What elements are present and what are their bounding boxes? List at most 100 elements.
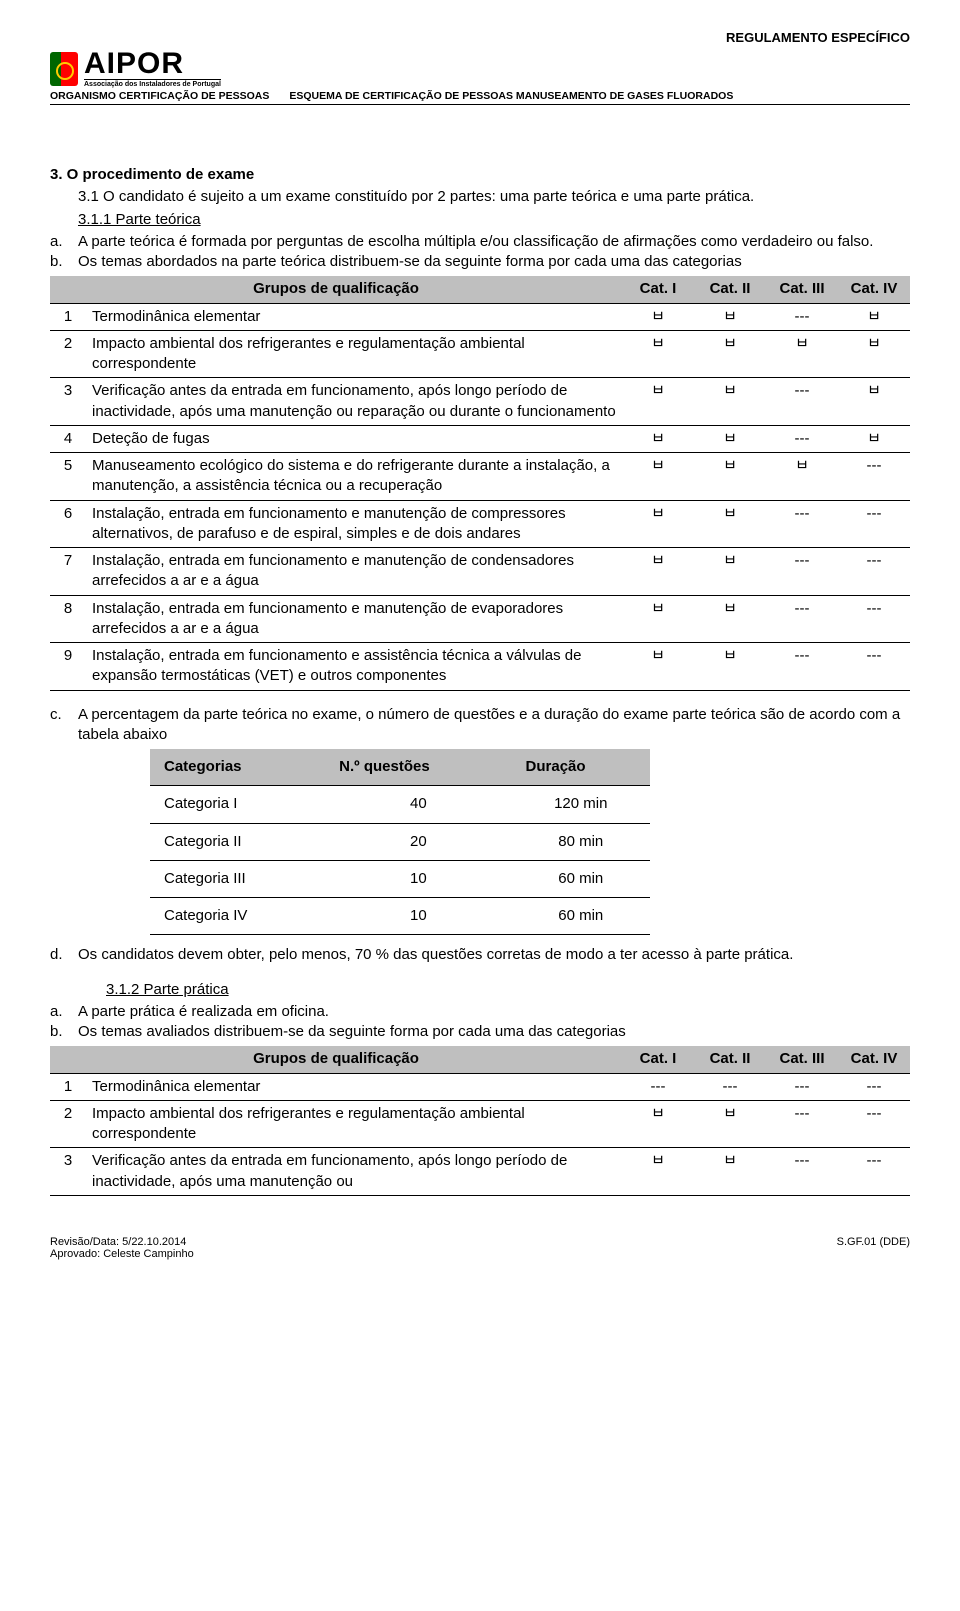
table-row: 3Verificação antes da entrada em funcion… xyxy=(50,378,910,426)
marker-c: c. xyxy=(50,705,78,746)
marker-d: d. xyxy=(50,945,78,965)
row-num: 2 xyxy=(50,330,86,378)
row-num: 8 xyxy=(50,595,86,643)
table-row: 3Verificação antes da entrada em funcion… xyxy=(50,1148,910,1196)
table-row: 6Instalação, entrada em funcionamento e … xyxy=(50,500,910,548)
footer-right: S.GF.01 (DDE) xyxy=(837,1236,910,1260)
row-mark: ㅂ xyxy=(622,1148,694,1196)
table-row: 5Manuseamento ecológico do sistema e do … xyxy=(50,453,910,501)
row-mark: ㅂ xyxy=(622,500,694,548)
cat-name: Categoria IV xyxy=(150,898,325,935)
row-mark: ㅂ xyxy=(694,1100,766,1148)
row-mark: --- xyxy=(694,1073,766,1100)
row-mark: --- xyxy=(838,1148,910,1196)
header-sub-left: ORGANISMO CERTIFICAÇÃO DE PESSOAS xyxy=(50,90,269,102)
row-mark: ㅂ xyxy=(622,330,694,378)
table-row: 1Termodinânica elementar------------ xyxy=(50,1073,910,1100)
t1-head-c4: Cat. IV xyxy=(838,276,910,303)
table-row: 2Impacto ambiental dos refrigerantes e r… xyxy=(50,1100,910,1148)
t3-head-c4: Cat. IV xyxy=(838,1046,910,1073)
row-mark: --- xyxy=(838,595,910,643)
row-mark: --- xyxy=(766,595,838,643)
header-top-right: REGULAMENTO ESPECÍFICO xyxy=(50,30,910,45)
t1-head-c3: Cat. III xyxy=(766,276,838,303)
cat-duration: 60 min xyxy=(512,860,650,897)
row-mark: --- xyxy=(838,500,910,548)
table-row: Categoria II2080 min xyxy=(150,823,650,860)
p-3-1-2-label: 3.1.2 Parte prática xyxy=(50,980,910,1000)
marker-b: b. xyxy=(50,252,78,272)
p-3-1: 3.1 O candidato é sujeito a um exame con… xyxy=(50,187,910,207)
table-row: Categoria I40120 min xyxy=(150,786,650,823)
footer-left-2: Aprovado: Celeste Campinho xyxy=(50,1248,194,1260)
row-mark: ㅂ xyxy=(694,500,766,548)
table-row: 9Instalação, entrada em funcionamento e … xyxy=(50,643,910,691)
cat-questions: 20 xyxy=(325,823,511,860)
t2-h3: Duração xyxy=(512,749,650,786)
row-mark: --- xyxy=(766,1148,838,1196)
cat-name: Categoria II xyxy=(150,823,325,860)
row-mark: ㅂ xyxy=(694,378,766,426)
t3-head-c2: Cat. II xyxy=(694,1046,766,1073)
footer-left: Revisão/Data: 5/22.10.2014 Aprovado: Cel… xyxy=(50,1236,194,1260)
page: REGULAMENTO ESPECÍFICO AIPOR Associação … xyxy=(0,0,960,1280)
row-mark: --- xyxy=(838,643,910,691)
row-mark: --- xyxy=(622,1073,694,1100)
text-b: Os temas abordados na parte teórica dist… xyxy=(78,252,910,272)
cat-duration: 80 min xyxy=(512,823,650,860)
item-d: d. Os candidatos devem obter, pelo menos… xyxy=(50,945,910,965)
qualification-table-2: Grupos de qualificação Cat. I Cat. II Ca… xyxy=(50,1046,910,1196)
marker-b2: b. xyxy=(50,1022,78,1042)
cat-questions: 40 xyxy=(325,786,511,823)
row-num: 6 xyxy=(50,500,86,548)
table-row: 2Impacto ambiental dos refrigerantes e r… xyxy=(50,330,910,378)
row-desc: Termodinânica elementar xyxy=(86,303,622,330)
p-3-1-1-label: 3.1.1 Parte teórica xyxy=(50,210,910,230)
row-num: 1 xyxy=(50,303,86,330)
row-desc: Verificação antes da entrada em funciona… xyxy=(86,1148,622,1196)
row-num: 2 xyxy=(50,1100,86,1148)
t3-head-group: Grupos de qualificação xyxy=(50,1046,622,1073)
cat-duration: 60 min xyxy=(512,898,650,935)
text-b2: Os temas avaliados distribuem-se da segu… xyxy=(78,1022,910,1042)
row-num: 3 xyxy=(50,1148,86,1196)
t1-head-group: Grupos de qualificação xyxy=(50,276,622,303)
row-mark: ㅂ xyxy=(622,453,694,501)
table-row: 4Deteção de fugasㅂㅂ---ㅂ xyxy=(50,425,910,452)
logo-sub: Associação dos Instaladores de Portugal xyxy=(84,79,221,88)
row-mark: ㅂ xyxy=(694,643,766,691)
row-num: 3 xyxy=(50,378,86,426)
logo-block: AIPOR Associação dos Instaladores de Por… xyxy=(50,49,221,88)
header-sub: ORGANISMO CERTIFICAÇÃO DE PESSOAS ESQUEM… xyxy=(50,90,910,105)
row-mark: --- xyxy=(766,303,838,330)
row-mark: --- xyxy=(766,548,838,596)
row-mark: --- xyxy=(766,1100,838,1148)
footer: Revisão/Data: 5/22.10.2014 Aprovado: Cel… xyxy=(50,1236,910,1260)
row-desc: Instalação, entrada em funcionamento e m… xyxy=(86,500,622,548)
cat-name: Categoria III xyxy=(150,860,325,897)
text-c: A percentagem da parte teórica no exame,… xyxy=(78,705,910,746)
row-mark: ㅂ xyxy=(694,453,766,501)
table-row: 1Termodinânica elementarㅂㅂ---ㅂ xyxy=(50,303,910,330)
t3-head-c1: Cat. I xyxy=(622,1046,694,1073)
content: 3. O procedimento de exame 3.1 O candida… xyxy=(50,165,910,1196)
table-row: Categoria IV1060 min xyxy=(150,898,650,935)
row-mark: ㅂ xyxy=(694,330,766,378)
row-mark: ㅂ xyxy=(622,303,694,330)
row-mark: --- xyxy=(838,1073,910,1100)
row-mark: ㅂ xyxy=(694,1148,766,1196)
t1-head-c1: Cat. I xyxy=(622,276,694,303)
row-desc: Impacto ambiental dos refrigerantes e re… xyxy=(86,1100,622,1148)
flag-icon xyxy=(50,52,78,86)
item-b: b. Os temas abordados na parte teórica d… xyxy=(50,252,910,272)
row-mark: ㅂ xyxy=(622,425,694,452)
row-mark: ㅂ xyxy=(622,595,694,643)
row-desc: Verificação antes da entrada em funciona… xyxy=(86,378,622,426)
row-desc: Impacto ambiental dos refrigerantes e re… xyxy=(86,330,622,378)
item-a: a. A parte teórica é formada por pergunt… xyxy=(50,232,910,252)
row-desc: Deteção de fugas xyxy=(86,425,622,452)
row-desc: Manuseamento ecológico do sistema e do r… xyxy=(86,453,622,501)
row-mark: ㅂ xyxy=(622,548,694,596)
t3-head-c3: Cat. III xyxy=(766,1046,838,1073)
table-row: Categoria III1060 min xyxy=(150,860,650,897)
